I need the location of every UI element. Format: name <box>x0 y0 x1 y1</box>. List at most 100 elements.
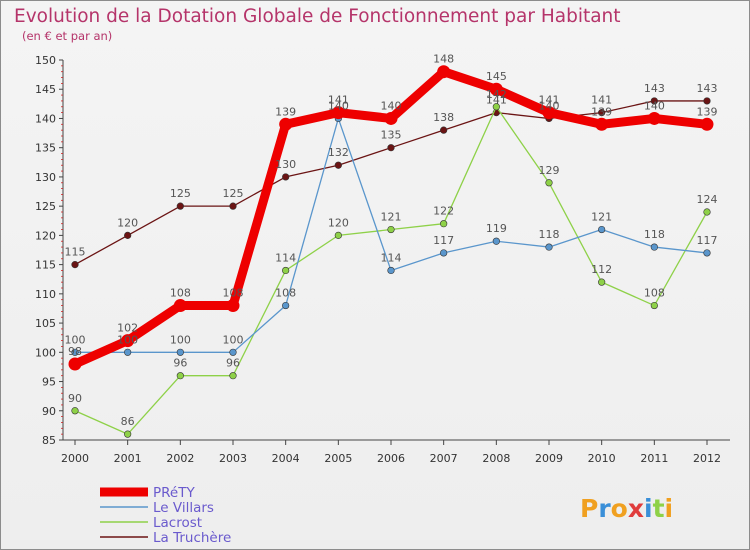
data-label: 141 <box>486 94 507 107</box>
y-tick-label: 135 <box>35 142 56 155</box>
data-label: 115 <box>65 246 86 259</box>
logo-letter-i: i <box>644 494 653 523</box>
data-label: 124 <box>697 193 718 206</box>
data-label: 140 <box>381 99 402 112</box>
legend-label: PRéTY <box>153 485 195 501</box>
data-point <box>176 372 184 380</box>
data-point <box>650 301 658 310</box>
data-point <box>387 144 395 152</box>
data-point <box>545 179 553 187</box>
data-label: 141 <box>539 94 560 107</box>
data-label: 140 <box>644 99 665 112</box>
logo-letter-x: x <box>628 494 644 523</box>
legend-label: Lacrost <box>153 515 202 531</box>
chart-subtitle: (en € et par an) <box>22 29 112 43</box>
data-point <box>384 111 398 125</box>
data-point <box>124 430 132 438</box>
data-label: 108 <box>223 287 244 300</box>
data-label: 135 <box>381 129 402 142</box>
data-label: 100 <box>117 333 138 346</box>
data-point <box>598 278 606 286</box>
data-point <box>703 249 711 257</box>
data-label: 142 <box>486 88 507 101</box>
data-point <box>387 266 395 275</box>
data-label: 114 <box>381 251 402 264</box>
data-label: 86 <box>121 415 135 428</box>
y-tick-label: 110 <box>35 288 56 301</box>
data-point <box>647 111 661 125</box>
logo-letter-o: o <box>611 494 628 523</box>
data-label: 108 <box>170 287 191 300</box>
data-point <box>68 357 82 371</box>
data-point <box>492 237 500 245</box>
data-label: 139 <box>275 105 296 118</box>
y-tick-label: 125 <box>35 200 56 213</box>
data-point <box>440 249 448 257</box>
logo-text: Proxiti <box>580 494 673 523</box>
data-label: 121 <box>381 211 402 224</box>
data-label: 117 <box>697 234 718 247</box>
data-label: 140 <box>539 99 560 112</box>
data-label: 130 <box>275 158 296 171</box>
x-tick-label: 2002 <box>166 452 194 465</box>
data-label: 143 <box>697 82 718 95</box>
data-label: 114 <box>275 251 296 264</box>
data-point <box>437 65 451 79</box>
data-point <box>334 161 342 169</box>
x-tick-label: 2010 <box>588 452 616 465</box>
y-tick-label: 120 <box>35 229 56 242</box>
data-point <box>440 126 448 134</box>
y-tick-label: 130 <box>35 171 56 184</box>
data-point <box>71 407 79 415</box>
data-label: 140 <box>328 99 349 112</box>
data-label: 100 <box>223 333 244 346</box>
data-point <box>542 106 556 120</box>
data-point <box>282 301 290 310</box>
data-label: 100 <box>65 333 86 346</box>
data-point <box>703 97 711 105</box>
x-tick-label: 2006 <box>377 452 405 465</box>
data-label: 125 <box>223 187 244 200</box>
data-label: 122 <box>433 205 454 218</box>
y-tick-label: 105 <box>35 317 56 330</box>
data-point <box>598 225 606 234</box>
data-label: 139 <box>697 105 718 118</box>
y-tick-label: 90 <box>42 405 56 418</box>
logo-letter-t: t <box>653 494 665 523</box>
data-label: 120 <box>117 216 138 229</box>
x-tick-label: 2000 <box>61 452 89 465</box>
data-point <box>176 348 184 356</box>
data-point <box>282 266 290 275</box>
data-point <box>700 117 714 131</box>
data-point <box>703 208 711 216</box>
data-point <box>650 243 658 251</box>
data-point <box>387 225 395 234</box>
data-label: 108 <box>275 287 296 300</box>
y-tick-label: 95 <box>42 376 56 389</box>
data-point <box>173 299 187 313</box>
data-point <box>71 348 79 356</box>
data-label: 118 <box>644 228 665 241</box>
data-label: 96 <box>226 357 240 370</box>
data-point <box>176 202 184 210</box>
data-point <box>226 299 240 313</box>
data-point <box>650 97 658 105</box>
data-point <box>334 231 342 239</box>
proxiti-logo: Proxiti <box>580 494 673 523</box>
data-point <box>489 82 503 96</box>
legend-label: La Truchère <box>153 530 231 546</box>
x-tick-label: 2004 <box>272 452 300 465</box>
x-tick-label: 2011 <box>640 452 668 465</box>
series-layer <box>68 65 714 438</box>
y-tick-label: 145 <box>35 83 56 96</box>
data-point <box>71 261 79 269</box>
x-tick-label: 2005 <box>324 452 352 465</box>
data-point <box>121 334 135 348</box>
x-tick-label: 2008 <box>482 452 510 465</box>
y-tick-label: 140 <box>35 112 56 125</box>
x-tick-label: 2003 <box>219 452 247 465</box>
